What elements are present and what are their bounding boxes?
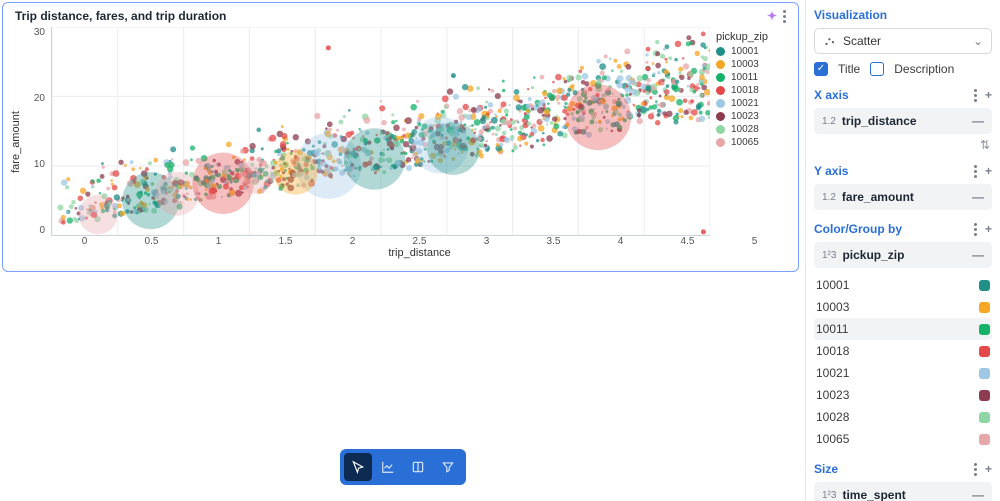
y-ticks: 3020100 bbox=[23, 27, 51, 236]
remove-x-icon[interactable]: — bbox=[972, 114, 984, 128]
x-axis-field-chip[interactable]: 1.2trip_distance — bbox=[814, 108, 992, 134]
viz-type-select[interactable]: Scatter ⌄ bbox=[814, 28, 992, 54]
x-ticks: 00.511.522.533.544.55 bbox=[51, 236, 788, 247]
title-checkbox[interactable]: ✓ bbox=[814, 62, 828, 76]
swap-axes-icon[interactable]: ⇅ bbox=[814, 138, 990, 152]
scatter-plot bbox=[51, 27, 710, 236]
x-axis-add-icon[interactable]: + bbox=[985, 88, 992, 102]
color-row[interactable]: 10011 bbox=[814, 318, 992, 340]
ai-sparkle-icon[interactable]: ✦ bbox=[767, 9, 777, 23]
chart-title: Trip distance, fares, and trip duration bbox=[15, 9, 226, 23]
cursor-tool-button[interactable] bbox=[344, 453, 372, 481]
color-add-icon[interactable]: + bbox=[985, 222, 992, 236]
remove-color-icon[interactable]: — bbox=[972, 248, 984, 262]
y-axis-field-chip[interactable]: 1.2fare_amount — bbox=[814, 184, 992, 210]
y-axis-section-label: Y axis bbox=[814, 164, 848, 178]
color-row[interactable]: 10021 bbox=[814, 362, 992, 384]
description-checkbox[interactable] bbox=[870, 62, 884, 76]
chevron-down-icon: ⌄ bbox=[973, 34, 983, 48]
color-row[interactable]: 10001 bbox=[814, 274, 992, 296]
x-axis-section-label: X axis bbox=[814, 88, 849, 102]
color-row[interactable]: 10023 bbox=[814, 384, 992, 406]
floating-toolbar bbox=[340, 449, 466, 485]
y-axis-label: fare_amount bbox=[10, 111, 22, 173]
size-more-icon[interactable] bbox=[974, 463, 977, 476]
x-axis-label: trip_distance bbox=[51, 247, 788, 259]
chart-more-icon[interactable] bbox=[783, 10, 786, 23]
x-axis-more-icon[interactable] bbox=[974, 89, 977, 102]
color-row[interactable]: 10065 bbox=[814, 428, 992, 450]
chart-card: Trip distance, fares, and trip duration … bbox=[2, 2, 799, 272]
remove-size-icon[interactable]: — bbox=[972, 488, 984, 501]
panel-title: Visualization bbox=[814, 8, 992, 22]
config-panel: Visualization Scatter ⌄ ✓ Title Descript… bbox=[805, 0, 1000, 501]
color-more-icon[interactable] bbox=[974, 223, 977, 236]
color-section-label: Color/Group by bbox=[814, 222, 902, 236]
remove-y-icon[interactable]: — bbox=[972, 190, 984, 204]
color-row[interactable]: 10018 bbox=[814, 340, 992, 362]
scatter-icon bbox=[823, 34, 837, 48]
chart-legend: pickup_zip 10001100031001110018100211002… bbox=[710, 27, 788, 236]
table-tool-button[interactable] bbox=[404, 453, 432, 481]
color-row[interactable]: 10003 bbox=[814, 296, 992, 318]
y-axis-more-icon[interactable] bbox=[974, 165, 977, 178]
size-field-chip[interactable]: 1²3time_spent — bbox=[814, 482, 992, 501]
size-section-label: Size bbox=[814, 462, 838, 476]
chart-tool-button[interactable] bbox=[374, 453, 402, 481]
y-axis-add-icon[interactable]: + bbox=[985, 164, 992, 178]
size-add-icon[interactable]: + bbox=[985, 462, 992, 476]
color-row[interactable]: 10028 bbox=[814, 406, 992, 428]
filter-tool-button[interactable] bbox=[434, 453, 462, 481]
color-field-chip[interactable]: 1²3pickup_zip — bbox=[814, 242, 992, 268]
